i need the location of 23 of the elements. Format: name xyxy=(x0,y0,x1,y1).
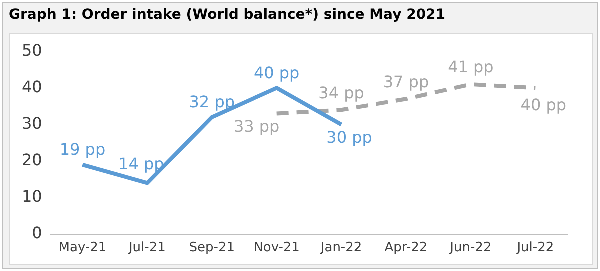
data-label: 19 pp xyxy=(60,140,106,160)
data-label: 40 pp xyxy=(254,63,300,82)
data-label: 34 pp xyxy=(318,83,364,102)
x-tick-label: Sep-21 xyxy=(189,240,235,256)
x-tick-label: May-21 xyxy=(58,240,107,256)
y-tick-label: 30 xyxy=(22,114,42,133)
x-tick-label: Jul-22 xyxy=(516,240,554,256)
x-tick-label: Jul-21 xyxy=(128,240,166,256)
y-tick-label: 0 xyxy=(32,224,42,243)
data-label: 41 pp xyxy=(448,58,494,77)
data-label: 33 pp xyxy=(234,116,280,136)
x-tick-label: Nov-21 xyxy=(254,240,300,256)
y-tick-label: 20 xyxy=(22,150,42,170)
y-tick-label: 50 xyxy=(22,40,42,60)
chart-title: Graph 1: Order intake (World balance*) since May 2021 xyxy=(9,7,446,23)
y-tick-label: 10 xyxy=(22,186,42,206)
x-tick-label: Jan-22 xyxy=(320,240,362,256)
data-label: 30 pp xyxy=(326,128,372,147)
x-tick-label: Jun-22 xyxy=(449,240,492,256)
y-tick-label: 40 xyxy=(22,77,42,96)
data-label: 37 pp xyxy=(383,72,430,92)
data-label: 40 pp xyxy=(520,95,567,114)
x-tick-label: Apr-22 xyxy=(384,240,428,256)
